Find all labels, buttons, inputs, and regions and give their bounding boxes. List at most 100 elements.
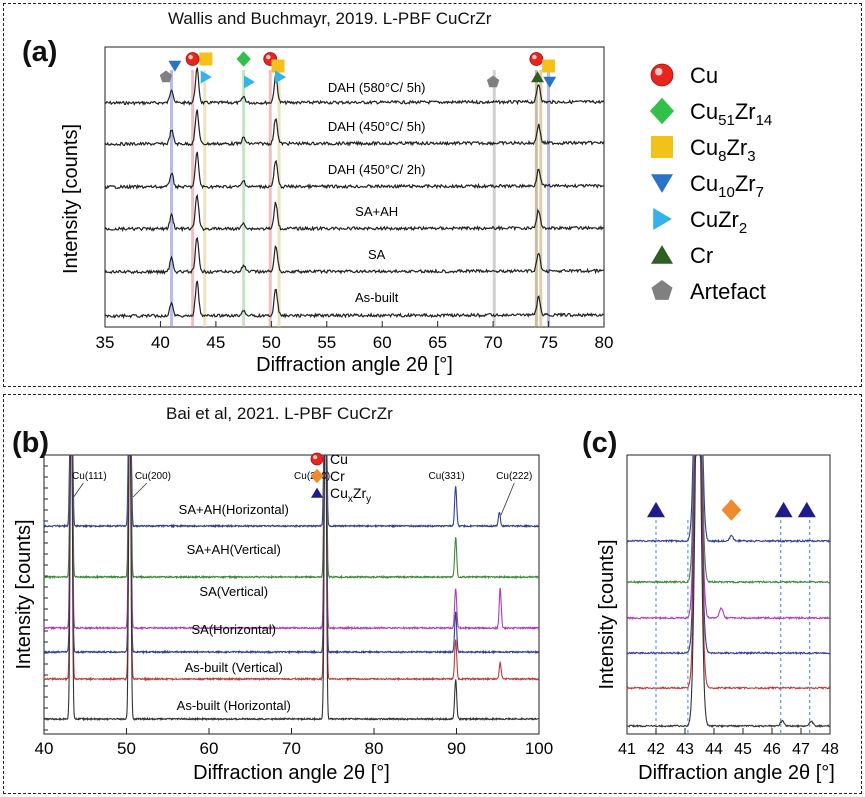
phase-line-a-5 [277,70,281,327]
phase-line-a-9 [547,70,551,327]
marker-a-diamond-5 [236,51,251,67]
phase-line-a-7 [534,70,538,327]
phase-line-a-4 [268,70,272,327]
marker-a-tri-right-4 [200,70,212,84]
x-axis-title-c: Diffraction angle 2θ [°] [638,762,835,784]
series-a-0 [104,67,605,107]
legend-b-marker-1 [310,468,324,484]
xtick-label-b-2: 60 [200,739,219,758]
xtick-label-a-7: 70 [484,333,503,352]
legend-a-label-3: Cu10Zr7 [690,171,764,201]
legend-a-marker-5 [651,245,673,264]
peak-label-b-3: Cu(331) [429,471,465,482]
series-c-0 [626,454,830,544]
series-a-4 [104,236,604,275]
marker-a-circle-7-shine [265,54,271,60]
marker-a-circle-11-shine [532,54,537,60]
xtick-label-a-6: 65 [428,333,447,352]
legend-a-marker-0 [650,63,674,87]
series-b-4 [43,454,540,682]
panel-b-label: (b) [12,427,50,459]
phase-line-a-8 [539,70,543,327]
marker-c-tri-up-3 [797,501,816,518]
series-b-2 [43,454,540,631]
marker-c-tri-up-2 [774,501,793,518]
series-label-a-3: SA+AH [355,204,398,219]
series-label-b-2: SA(Vertical) [199,584,268,599]
series-c-1 [626,454,830,585]
marker-a-pentagon-0 [159,70,173,83]
xtick-label-a-4: 55 [317,333,336,352]
marker-a-tri-right-6 [244,75,255,89]
marker-a-square-8 [271,59,285,73]
marker-a-tri-up-12 [531,71,544,83]
marker-a-square-13 [542,59,556,73]
xtick-label-a-3: 50 [262,333,281,352]
series-a-5 [104,280,604,320]
series-a-2 [104,151,604,191]
marker-a-pentagon-10 [486,75,500,88]
legend-a-label-2: Cu8Zr3 [690,135,756,165]
marker-a-tri-down-1 [168,60,182,72]
legend-a-marker-6 [651,280,673,300]
plot-b-frame [43,454,540,735]
legend-a-label-6: Artefact [690,279,766,304]
legend-b-label-2: CuxZry [330,485,371,505]
legend-a-marker-1 [649,97,675,125]
xtick-label-b-1: 50 [117,739,136,758]
peak-label-b-1: Cu(200) [135,471,171,482]
xtick-label-c-1: 42 [647,741,665,758]
series-label-a-1: DAH (450°C/ 5h) [328,119,426,134]
series-c-5 [626,454,830,729]
y-axis-title-b: Intensity [counts] [13,519,35,669]
y-axis-title-c: Intensity [counts] [596,539,618,689]
legend-b-label-0: Cu [330,451,348,467]
xtick-label-c-5: 46 [763,741,781,758]
legend-b-label-1: Cr [330,468,345,484]
series-label-b-1: SA+AH(Vertical) [187,542,281,557]
series-a-3 [104,193,604,233]
legend-b-marker-2 [311,487,323,498]
marker-a-circle-11 [529,52,544,66]
phase-line-a-1 [191,70,195,327]
series-c-2 [626,454,830,621]
series-label-b-5: As-built (Horizontal) [177,698,291,713]
xtick-label-a-0: 35 [96,333,115,352]
xtick-label-b-3: 70 [282,739,301,758]
legend-a-label-4: CuZr2 [690,207,747,237]
series-b-0 [43,454,540,529]
series-label-a-2: DAH (450°C/ 2h) [328,162,426,177]
phase-line-a-2 [203,70,207,327]
panel-a-title: Wallis and Buchmayr, 2019. L-PBF CuCrZr [168,9,492,28]
xtick-label-c-2: 43 [676,741,694,758]
peak-label-b-4: Cu(222) [496,471,532,482]
phase-line-a-6 [492,70,496,327]
plot-c-frame [626,454,831,735]
panel-b-title: Bai et al, 2021. L-PBF CuCrZr [166,404,393,423]
series-a-1 [104,109,605,147]
x-axis-title-b: Diffraction angle 2θ [°] [193,762,390,784]
series-label-b-0: SA+AH(Horizontal) [179,502,289,517]
marker-a-square-3 [199,52,213,66]
x-axis-title-a: Diffraction angle 2θ [°] [256,354,453,376]
marker-a-tri-down-14 [543,76,557,88]
xtick-label-c-6: 47 [792,741,810,758]
peak-connector-b-2 [500,482,515,516]
marker-a-circle-2-shine [188,54,193,60]
xtick-label-c-3: 44 [705,741,723,758]
series-label-a-4: SA [368,247,386,262]
series-c-3 [626,454,830,656]
xtick-label-c-0: 41 [618,741,636,758]
xtick-label-a-8: 75 [539,333,558,352]
xtick-label-a-9: 80 [595,333,614,352]
marker-c-diamond-1 [721,499,742,521]
xtick-label-c-7: 48 [821,741,839,758]
xtick-label-a-1: 40 [151,333,170,352]
xtick-label-a-5: 60 [373,333,392,352]
marker-a-circle-11-body [529,52,544,66]
legend-a-label-1: Cu51Zr14 [690,99,772,129]
xtick-label-a-2: 45 [206,333,225,352]
legend-a-marker-0-shine [654,67,663,76]
legend-b-marker-0 [310,452,324,466]
chart-bc: 40 50 60 70 80 90 100 Diffraction angle 2θ [°] I… [13,451,839,784]
